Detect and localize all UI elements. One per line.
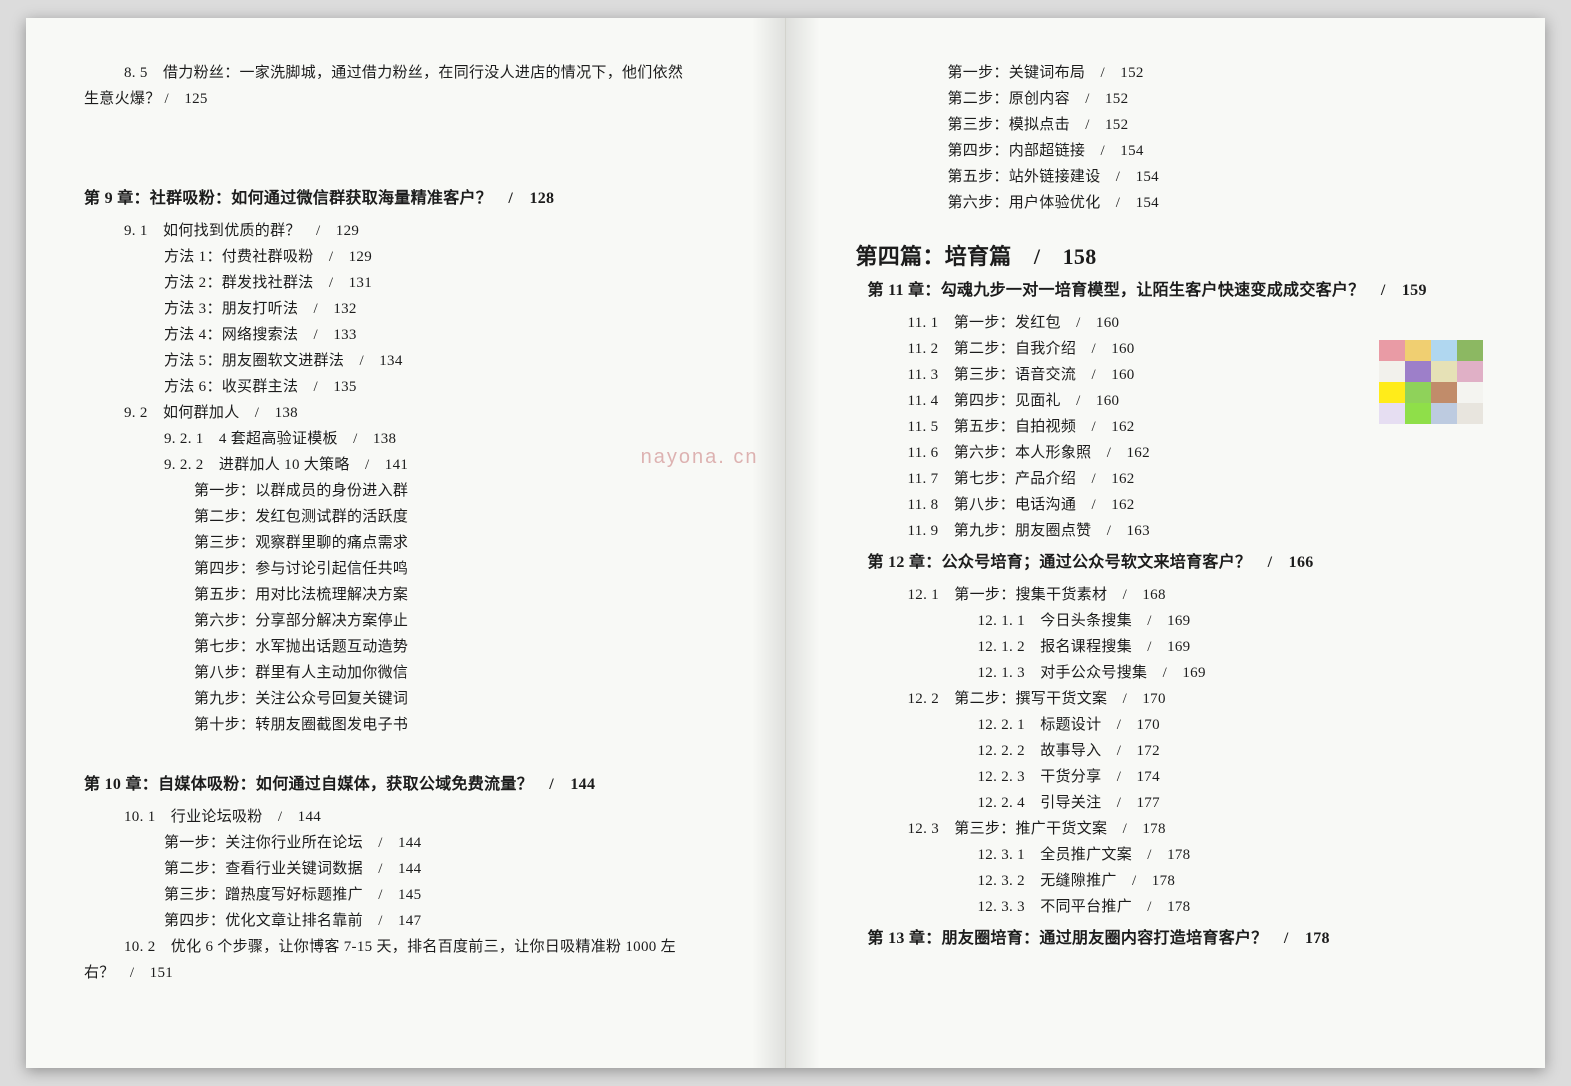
- step-92210: 第十步：转朋友圈截图发电子书: [72, 712, 695, 738]
- step-9227: 第七步：水军抛出话题互动造势: [72, 634, 695, 660]
- sec-11-2: 11. 2 第二步：自我介绍 / 160: [856, 336, 1500, 362]
- sec-12-2-4: 12. 2. 4 引导关注 / 177: [856, 790, 1500, 816]
- step-9223: 第三步：观察群里聊的痛点需求: [72, 530, 695, 556]
- sec-9-2-2: 9. 2. 2 进群加人 10 大策略 / 141: [72, 452, 695, 478]
- sec-10-1-s3: 第三步：蹭热度写好标题推广 / 145: [72, 882, 695, 908]
- step-9225: 第五步：用对比法梳理解决方案: [72, 582, 695, 608]
- step-9222: 第二步：发红包测试群的活跃度: [72, 504, 695, 530]
- sec-11-7: 11. 7 第七步：产品介绍 / 162: [856, 466, 1500, 492]
- cont-step5: 第五步：站外链接建设 / 154: [856, 164, 1500, 190]
- sec-9-1-m6: 方法 6：收买群主法 / 135: [72, 374, 695, 400]
- step-9224: 第四步：参与讨论引起信任共鸣: [72, 556, 695, 582]
- sec-12-3-1: 12. 3. 1 全员推广文案 / 178: [856, 842, 1500, 868]
- sec-9-2-1: 9. 2. 1 4 套超高验证模板 / 138: [72, 426, 695, 452]
- sec-8-5-line1: 8. 5 借力粉丝：一家洗脚城，通过借力粉丝，在同行没人进店的情况下，他们依然: [72, 60, 695, 86]
- sec-12-1: 12. 1 第一步：搜集干货素材 / 168: [856, 582, 1500, 608]
- sec-10-2-line2: 右？ / 151: [72, 960, 695, 986]
- sec-11-5: 11. 5 第五步：自拍视频 / 162: [856, 414, 1500, 440]
- cont-step2: 第二步：原创内容 / 152: [856, 86, 1500, 112]
- sec-11-4: 11. 4 第四步：见面礼 / 160: [856, 388, 1500, 414]
- sec-8-5-line2: 生意火爆？ / 125: [72, 86, 695, 112]
- sec-11-3: 11. 3 第三步：语音交流 / 160: [856, 362, 1500, 388]
- sec-10-1-s1: 第一步：关注你行业所在论坛 / 144: [72, 830, 695, 856]
- sec-9-1-m3: 方法 3：朋友打听法 / 132: [72, 296, 695, 322]
- step-9228: 第八步：群里有人主动加你微信: [72, 660, 695, 686]
- right-page: 第一步：关键词布局 / 152 第二步：原创内容 / 152 第三步：模拟点击 …: [786, 18, 1546, 1068]
- cont-step4: 第四步：内部超链接 / 154: [856, 138, 1500, 164]
- sec-10-2-line1: 10. 2 优化 6 个步骤，让你博客 7-15 天，排名百度前三，让你日吸精准…: [72, 934, 695, 960]
- sec-12-3-3: 12. 3. 3 不同平台推广 / 178: [856, 894, 1500, 920]
- sec-11-6: 11. 6 第六步：本人形象照 / 162: [856, 440, 1500, 466]
- sec-10-1-s4: 第四步：优化文章让排名靠前 / 147: [72, 908, 695, 934]
- sec-10-1: 10. 1 行业论坛吸粉 / 144: [72, 804, 695, 830]
- chapter-9-title: 第 9 章：社群吸粉：如何通过微信群获取海量精准客户？ / 128: [72, 186, 695, 212]
- chapter-11-title: 第 11 章：勾魂九步一对一培育模型，让陌生客户快速变成成交客户？ / 159: [856, 278, 1500, 304]
- sec-12-2-3: 12. 2. 3 干货分享 / 174: [856, 764, 1500, 790]
- step-9221: 第一步：以群成员的身份进入群: [72, 478, 695, 504]
- sec-11-9: 11. 9 第九步：朋友圈点赞 / 163: [856, 518, 1500, 544]
- step-9229: 第九步：关注公众号回复关键词: [72, 686, 695, 712]
- gutter-shadow-right: [786, 18, 820, 1068]
- cont-step1: 第一步：关键词布局 / 152: [856, 60, 1500, 86]
- sec-9-1-m1: 方法 1：付费社群吸粉 / 129: [72, 244, 695, 270]
- sec-12-1-1: 12. 1. 1 今日头条搜集 / 169: [856, 608, 1500, 634]
- sec-9-1-m5: 方法 5：朋友圈软文进群法 / 134: [72, 348, 695, 374]
- sec-11-1: 11. 1 第一步：发红包 / 160: [856, 310, 1500, 336]
- sec-9-2: 9. 2 如何群加人 / 138: [72, 400, 695, 426]
- cont-step3: 第三步：模拟点击 / 152: [856, 112, 1500, 138]
- sec-11-8: 11. 8 第八步：电话沟通 / 162: [856, 492, 1500, 518]
- chapter-10-title: 第 10 章：自媒体吸粉：如何通过自媒体，获取公域免费流量？ / 144: [72, 772, 695, 798]
- gutter-shadow-left: [752, 18, 786, 1068]
- part-4-title: 第四篇：培育篇 / 158: [856, 244, 1500, 270]
- sec-9-1-m4: 方法 4：网络搜索法 / 133: [72, 322, 695, 348]
- sec-12-2-1: 12. 2. 1 标题设计 / 170: [856, 712, 1500, 738]
- left-page: 8. 5 借力粉丝：一家洗脚城，通过借力粉丝，在同行没人进店的情况下，他们依然 …: [26, 18, 786, 1068]
- sec-12-3-2: 12. 3. 2 无缝隙推广 / 178: [856, 868, 1500, 894]
- cont-step6: 第六步：用户体验优化 / 154: [856, 190, 1500, 216]
- chapter-13-title: 第 13 章：朋友圈培育：通过朋友圈内容打造培育客户？ / 178: [856, 926, 1500, 952]
- sec-9-1-m2: 方法 2：群发找社群法 / 131: [72, 270, 695, 296]
- sec-12-2: 12. 2 第二步：撰写干货文案 / 170: [856, 686, 1500, 712]
- sec-12-2-2: 12. 2. 2 故事导入 / 172: [856, 738, 1500, 764]
- sec-10-1-s2: 第二步：查看行业关键词数据 / 144: [72, 856, 695, 882]
- sec-12-1-2: 12. 1. 2 报名课程搜集 / 169: [856, 634, 1500, 660]
- book-spread: 8. 5 借力粉丝：一家洗脚城，通过借力粉丝，在同行没人进店的情况下，他们依然 …: [26, 18, 1545, 1068]
- chapter-12-title: 第 12 章：公众号培育；通过公众号软文来培育客户？ / 166: [856, 550, 1500, 576]
- sec-9-1: 9. 1 如何找到优质的群？ / 129: [72, 218, 695, 244]
- sec-12-3: 12. 3 第三步：推广干货文案 / 178: [856, 816, 1500, 842]
- step-9226: 第六步：分享部分解决方案停止: [72, 608, 695, 634]
- sec-12-1-3: 12. 1. 3 对手公众号搜集 / 169: [856, 660, 1500, 686]
